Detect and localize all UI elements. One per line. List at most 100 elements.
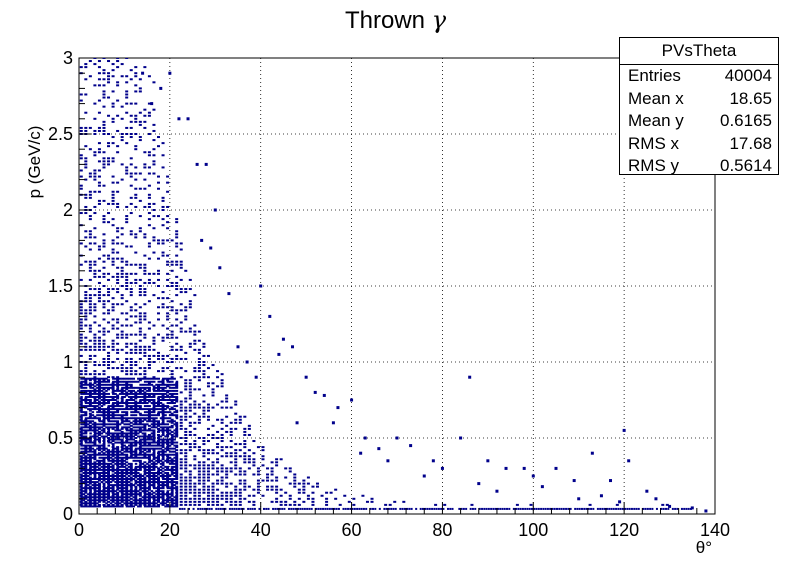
data-cell — [112, 389, 115, 392]
data-cell — [88, 470, 92, 473]
data-cell — [130, 392, 133, 395]
data-cell — [102, 456, 106, 459]
data-cell — [129, 485, 133, 488]
data-cell — [234, 421, 238, 424]
data-cell — [125, 450, 129, 453]
data-cell — [179, 467, 183, 470]
data-cell — [91, 471, 95, 474]
data-cell — [408, 507, 411, 510]
data-cell — [197, 421, 201, 424]
data-cell — [134, 392, 138, 395]
data-cell — [129, 361, 133, 363]
data-cell — [256, 470, 260, 473]
data-cell — [335, 507, 338, 510]
data-cell — [118, 429, 122, 432]
data-cell — [166, 395, 170, 398]
data-cell — [147, 205, 151, 208]
data-cell — [93, 415, 97, 418]
data-cell — [107, 367, 111, 370]
data-cell — [129, 281, 133, 284]
data-point — [386, 459, 390, 463]
data-cell — [91, 487, 95, 490]
data-point — [459, 436, 463, 440]
data-cell — [164, 426, 167, 429]
data-cell — [111, 239, 115, 242]
data-cell — [138, 367, 142, 370]
data-cell — [143, 272, 147, 275]
data-cell — [121, 490, 124, 493]
data-cell — [98, 417, 101, 420]
data-cell — [116, 205, 120, 208]
data-cell — [93, 169, 97, 172]
data-cell — [521, 507, 524, 510]
data-cell — [147, 348, 151, 351]
data-cell — [225, 485, 229, 488]
data-cell — [147, 193, 151, 196]
data-cell — [89, 487, 92, 490]
data-cell — [206, 500, 210, 503]
data-cell — [161, 464, 165, 467]
data-cell — [93, 133, 97, 135]
data-cell — [134, 409, 138, 412]
data-cell — [123, 462, 126, 465]
data-point — [395, 436, 399, 440]
data-cell — [84, 461, 88, 464]
data-cell — [188, 479, 192, 482]
data-cell — [97, 126, 101, 129]
data-cell — [146, 502, 149, 505]
data-cell — [93, 426, 97, 429]
data-cell — [143, 400, 147, 403]
data-cell — [170, 437, 174, 439]
data-cell — [168, 429, 172, 432]
data-cell — [179, 424, 183, 427]
data-point — [609, 479, 613, 483]
data-cell — [147, 427, 151, 430]
data-cell — [166, 432, 170, 435]
data-cell — [134, 468, 138, 471]
data-cell — [146, 456, 149, 459]
data-cell — [100, 475, 104, 477]
data-cell — [96, 380, 99, 383]
data-cell — [147, 482, 151, 485]
data-cell — [127, 399, 131, 401]
data-cell — [134, 487, 138, 490]
data-cell — [107, 272, 111, 275]
data-cell — [166, 354, 170, 357]
data-cell — [125, 455, 129, 458]
data-cell — [97, 437, 101, 439]
data-cell — [84, 476, 88, 479]
data-cell — [127, 505, 131, 508]
data-cell — [123, 420, 126, 423]
data-cell — [111, 202, 115, 205]
data-cell — [139, 386, 142, 389]
data-cell — [125, 81, 129, 84]
data-cell — [146, 462, 149, 465]
data-cell — [150, 417, 154, 420]
data-cell — [114, 411, 117, 414]
data-cell — [147, 500, 151, 503]
data-cell — [197, 488, 201, 491]
data-cell — [143, 269, 147, 272]
data-cell — [138, 449, 142, 452]
data-cell — [125, 90, 129, 93]
data-cell — [175, 423, 179, 426]
data-cell — [98, 490, 101, 493]
data-cell — [166, 494, 170, 497]
data-cell — [143, 471, 147, 474]
data-cell — [152, 481, 156, 484]
data-cell — [175, 473, 179, 476]
data-cell — [184, 479, 188, 482]
data-cell — [143, 484, 147, 487]
data-cell — [96, 417, 99, 420]
data-cell — [120, 285, 124, 287]
data-cell — [116, 405, 120, 408]
data-cell — [114, 380, 117, 383]
data-cell — [148, 405, 151, 408]
data-cell — [179, 391, 183, 394]
data-cell — [102, 377, 106, 380]
data-cell — [152, 227, 156, 230]
data-cell — [152, 437, 156, 439]
data-cell — [84, 312, 88, 315]
data-cell — [184, 306, 188, 309]
data-cell — [143, 395, 147, 398]
